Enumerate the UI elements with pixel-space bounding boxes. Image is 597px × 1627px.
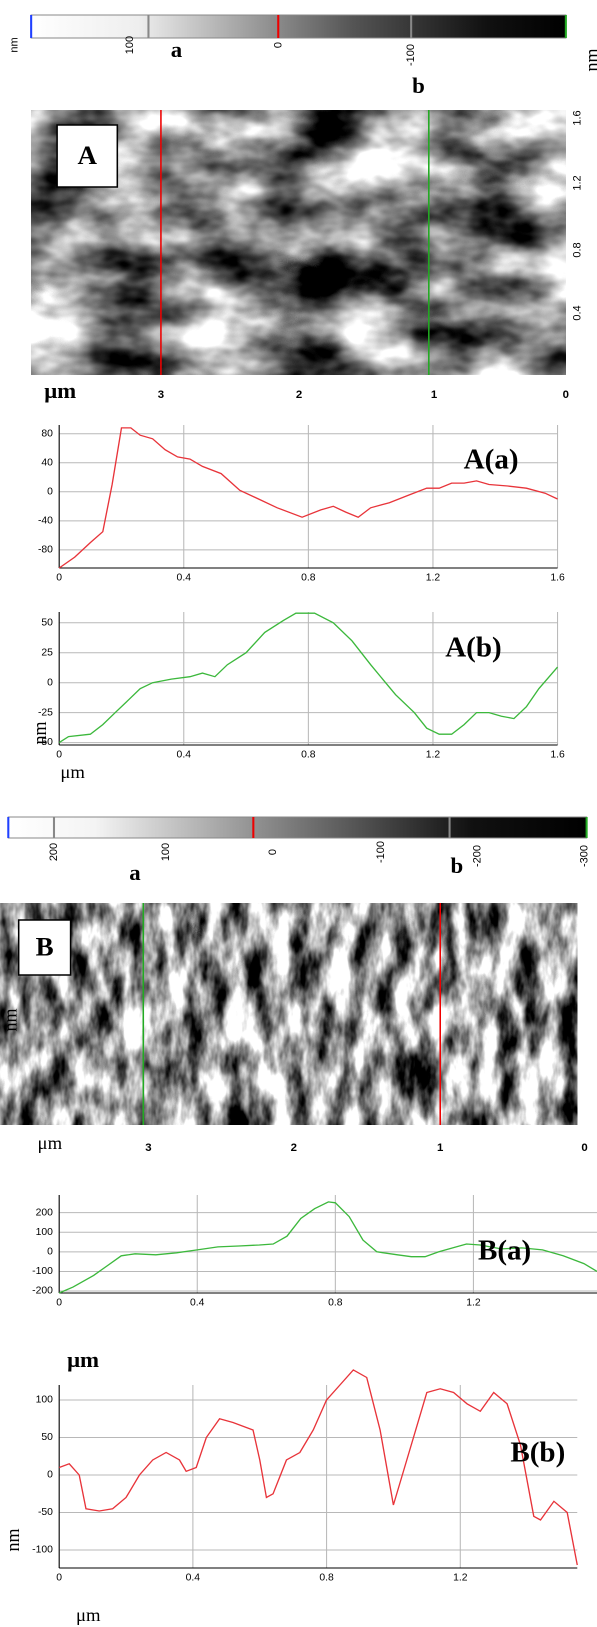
x-tick-label: 0: [56, 750, 62, 761]
x-tick-label: 0.8: [301, 750, 316, 761]
x-axis-label: μm: [67, 1347, 99, 1372]
colorbar-tick-label: -100: [405, 44, 417, 66]
y-tick-label: 100: [36, 1227, 54, 1238]
y-tick-label: 80: [41, 428, 53, 439]
x-tick-label: 0: [56, 573, 62, 584]
x-tick-label: 1.6: [550, 750, 565, 761]
image-x-tick: 3: [158, 389, 164, 401]
colorbar-tick-label: 0: [267, 849, 279, 855]
y-tick-label: 0: [47, 1247, 53, 1258]
chart-label: A(b): [445, 633, 502, 663]
x-tick-label: 0.4: [177, 750, 192, 761]
image-y-tick: 0.8: [571, 242, 583, 257]
colorbar-tick-label: -200: [471, 845, 483, 867]
profile-line-label: a: [171, 37, 182, 62]
y-tick-label: -40: [38, 516, 53, 527]
colorbar-tick-label: 100: [160, 843, 172, 861]
data-line: [58, 1201, 597, 1294]
chart-label: A(a): [464, 445, 519, 475]
x-tick-label: 0.4: [186, 1573, 201, 1584]
profile-line-label: b: [412, 73, 425, 98]
x-tick-label: 0.8: [301, 573, 316, 584]
y-tick-label: 200: [36, 1207, 54, 1218]
chart-label: B(a): [478, 1236, 531, 1266]
y-tick-label: 0: [47, 487, 53, 498]
image-x-label: μm: [44, 378, 76, 403]
colorbar-tick-label: 100: [124, 36, 136, 54]
data-line: [58, 427, 558, 569]
y-tick-label: 0: [47, 677, 53, 688]
y-tick-label: 0: [47, 1470, 53, 1481]
y-tick-label: 50: [41, 1432, 53, 1443]
image-y-tick: 0.4: [571, 305, 583, 320]
colorbar-unit: nm: [8, 37, 20, 52]
y-axis-label: nm: [3, 1529, 23, 1552]
profile-line-label: b: [450, 853, 463, 878]
x-tick-label: 1.2: [453, 1573, 468, 1584]
image-x-tick: 2: [296, 389, 302, 401]
afm-image: [31, 110, 566, 375]
x-axis-label: μm: [60, 762, 85, 782]
y-tick-label: -100: [32, 1545, 53, 1556]
x-tick-label: 0: [56, 1573, 62, 1584]
y-tick-label: -100: [32, 1266, 53, 1277]
colorbar-tick-label: -300: [578, 845, 590, 867]
afm-image: [0, 903, 578, 1125]
y-tick-label: -50: [38, 1507, 53, 1518]
x-axis-label: μm: [76, 1605, 101, 1625]
data-line: [58, 1369, 578, 1566]
y-tick-label: 50: [41, 618, 53, 629]
colorbar-tick-label: 200: [48, 843, 60, 861]
image-x-tick: 2: [291, 1142, 297, 1154]
x-tick-label: 0.4: [177, 573, 192, 584]
image-x-tick: 1: [437, 1142, 443, 1154]
data-line: [58, 612, 559, 744]
image-x-tick: 0: [581, 1142, 587, 1154]
x-tick-label: 0.4: [190, 1298, 205, 1309]
y-tick-label: 25: [41, 648, 53, 659]
image-x-tick: 1: [431, 389, 437, 401]
y-tick-label: 100: [36, 1395, 54, 1406]
panel-label-box: [17, 919, 72, 976]
image-x-tick: 0: [563, 389, 569, 401]
y-tick-label: -200: [32, 1286, 53, 1297]
y-tick-label: -80: [38, 545, 53, 556]
x-tick-label: 1.2: [426, 573, 441, 584]
colorbar-tick-label: -100: [375, 841, 387, 863]
x-tick-label: 1.2: [426, 750, 441, 761]
colorbar-unit: nm: [582, 49, 597, 72]
colorbar-tick-label: 0: [272, 42, 284, 48]
image-x-label: μm: [38, 1133, 63, 1153]
colorbar: [30, 14, 567, 39]
panel-label: B: [36, 932, 54, 961]
x-tick-label: 0: [56, 1298, 62, 1309]
panel-label: A: [77, 140, 96, 169]
y-tick-label: -50: [38, 737, 53, 748]
y-tick-label: 40: [41, 458, 53, 469]
colorbar: [7, 816, 588, 839]
image-y-tick: 1.6: [571, 110, 583, 125]
image-x-tick: 3: [145, 1142, 151, 1154]
y-tick-label: -25: [38, 707, 53, 718]
x-tick-label: 0.8: [328, 1298, 343, 1309]
y-axis-label: nm: [30, 722, 50, 745]
image-y-tick: 1.2: [571, 175, 583, 190]
panel-label-box: [56, 124, 119, 188]
x-tick-label: 1.2: [466, 1298, 481, 1309]
chart-label: B(b): [510, 1438, 565, 1468]
image-y-label: nm: [0, 1009, 20, 1032]
x-tick-label: 1.6: [550, 573, 565, 584]
profile-line-label: a: [129, 860, 140, 885]
x-tick-label: 0.8: [319, 1573, 334, 1584]
